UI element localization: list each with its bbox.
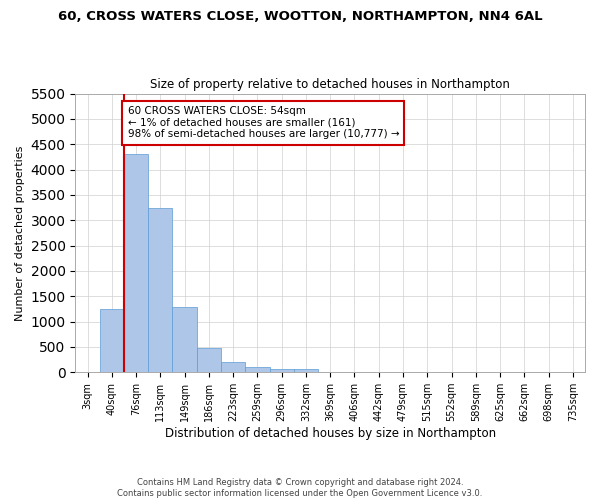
Bar: [124, 154, 148, 372]
Bar: [245, 367, 269, 372]
Y-axis label: Number of detached properties: Number of detached properties: [15, 145, 25, 320]
Bar: [148, 208, 172, 372]
Text: Contains HM Land Registry data © Crown copyright and database right 2024.
Contai: Contains HM Land Registry data © Crown c…: [118, 478, 482, 498]
Bar: [221, 362, 245, 372]
X-axis label: Distribution of detached houses by size in Northampton: Distribution of detached houses by size …: [164, 427, 496, 440]
Bar: [197, 348, 221, 372]
Text: 60 CROSS WATERS CLOSE: 54sqm
← 1% of detached houses are smaller (161)
98% of se: 60 CROSS WATERS CLOSE: 54sqm ← 1% of det…: [128, 106, 399, 140]
Bar: [172, 308, 197, 372]
Bar: [294, 369, 318, 372]
Title: Size of property relative to detached houses in Northampton: Size of property relative to detached ho…: [150, 78, 510, 91]
Bar: [100, 309, 124, 372]
Text: 60, CROSS WATERS CLOSE, WOOTTON, NORTHAMPTON, NN4 6AL: 60, CROSS WATERS CLOSE, WOOTTON, NORTHAM…: [58, 10, 542, 23]
Bar: [269, 368, 294, 372]
